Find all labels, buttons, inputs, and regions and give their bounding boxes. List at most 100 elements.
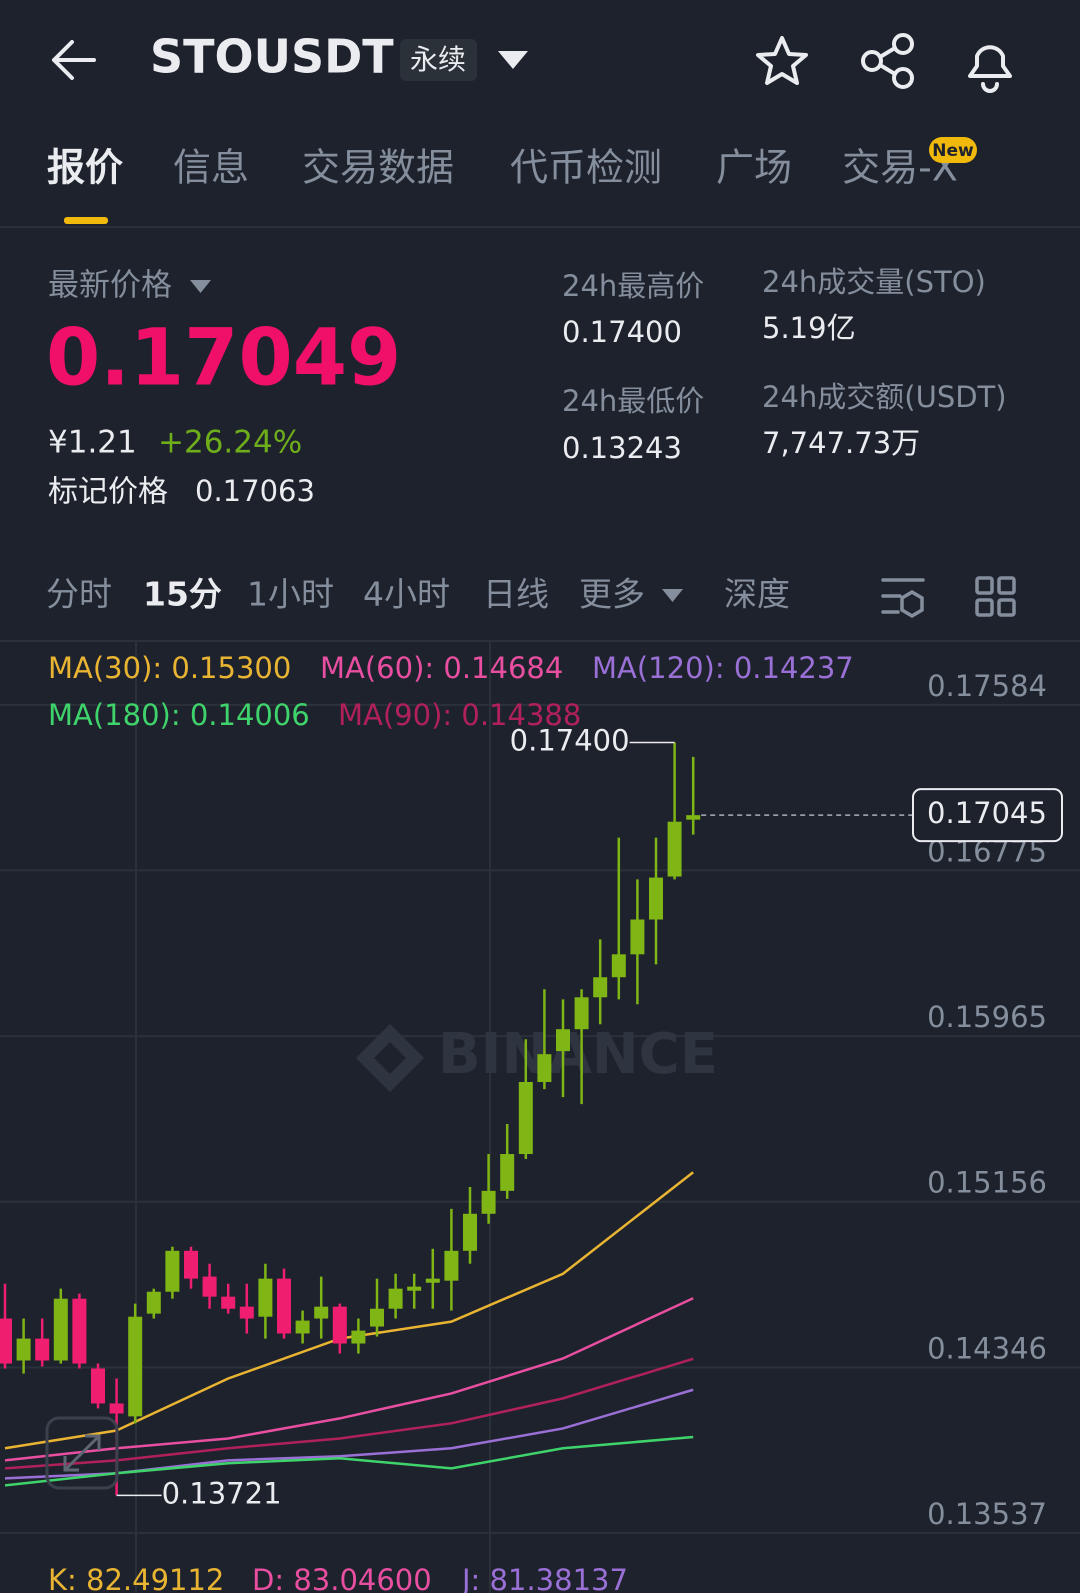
tab-indicator (64, 217, 108, 224)
watermark-text: BINANCE (438, 1022, 718, 1087)
y-tick-label: 0.15965 (927, 1000, 1047, 1034)
candle-body (165, 1250, 180, 1292)
candle-body (444, 1250, 459, 1281)
candle-body (463, 1213, 477, 1251)
y-tick-label: 0.13537 (927, 1497, 1047, 1531)
last-price: 0.17049 (46, 313, 401, 403)
kdj-value: D: 83.04600 (252, 1563, 432, 1593)
tab[interactable]: 代币检测 (510, 146, 662, 190)
candle-body (91, 1368, 105, 1404)
candle-body (72, 1298, 87, 1364)
back-button[interactable] (52, 40, 96, 80)
candle-body (332, 1306, 347, 1344)
legend-entry: MA(90): 0.14388 (338, 698, 581, 732)
candle-body (630, 919, 645, 955)
interval[interactable]: 更多 (579, 575, 645, 614)
candle-body (202, 1276, 217, 1297)
stat-label: 24h最高价 (562, 269, 704, 303)
interval[interactable]: 深度 (724, 575, 790, 614)
tab[interactable]: 交易数据 (302, 146, 454, 190)
interval[interactable]: 15分 (143, 575, 222, 614)
y-tick-label: 0.15156 (927, 1166, 1047, 1200)
candle-body (109, 1403, 124, 1414)
candle-body (425, 1278, 440, 1283)
candle-body (574, 997, 589, 1030)
candle-body (184, 1250, 198, 1279)
contract-badge: 永续 (410, 43, 466, 76)
interval[interactable]: 4小时 (363, 575, 450, 614)
price-change: +26.24% (158, 425, 302, 461)
tab[interactable]: 报价 (47, 146, 123, 190)
indicator-settings[interactable] (881, 578, 925, 619)
last-price-box (912, 788, 1063, 843)
candle-body (239, 1306, 254, 1319)
notification-button[interactable] (968, 45, 1012, 93)
interval[interactable]: 1小时 (247, 575, 334, 614)
kdj-value: K: 82.49112 (48, 1563, 224, 1593)
candle-body (53, 1298, 68, 1361)
favorite-button[interactable] (756, 36, 808, 85)
candle-body (146, 1291, 161, 1314)
symbol-dropdown[interactable] (498, 51, 528, 69)
symbol: STOUSDT (150, 30, 394, 84)
mark-price-label: 标记价格 (48, 475, 168, 510)
kdj-value: J: 81.38137 (460, 1563, 628, 1593)
y-tick-label: 0.17584 (927, 669, 1047, 703)
candle-body (258, 1278, 273, 1317)
more-dropdown[interactable] (662, 589, 683, 602)
new-badge: New (932, 141, 974, 161)
price-dropdown[interactable] (190, 280, 211, 293)
candle-body (407, 1286, 422, 1291)
watermark: BINANCE (356, 1022, 718, 1092)
legend-entry: MA(60): 0.14684 (320, 651, 563, 685)
candle-body (686, 815, 701, 820)
expand-button[interactable] (45, 1416, 119, 1490)
candle-body (537, 1054, 552, 1082)
last-price-tag: 0.17045 (927, 796, 1047, 830)
grid (0, 641, 1080, 1593)
min-label: 0.13721 (162, 1476, 282, 1510)
new-badge-bg (929, 137, 977, 163)
candle-body (500, 1154, 515, 1191)
stat-value: 5.19亿 (762, 311, 856, 345)
tab[interactable]: 信息 (173, 146, 249, 190)
stat-value: 0.13243 (562, 431, 682, 465)
candle-body (611, 954, 626, 978)
candle-body (0, 1318, 12, 1364)
candle-body (35, 1338, 50, 1361)
tab[interactable]: 广场 (716, 146, 792, 190)
price-label[interactable]: 最新价格 (48, 268, 172, 304)
candle-body (295, 1320, 310, 1334)
stat-label: 24h成交额(USDT) (762, 380, 1007, 414)
candle-body (128, 1316, 143, 1417)
candle-body (593, 977, 608, 998)
stat-label: 24h成交量(STO) (762, 265, 986, 299)
mark-price: 0.17063 (195, 474, 315, 508)
layout-toggle[interactable] (975, 576, 1016, 617)
interval[interactable]: 分时 (46, 575, 112, 614)
candle-body (351, 1330, 366, 1344)
candle-body (314, 1306, 329, 1319)
legend-entry: MA(120): 0.14237 (592, 651, 854, 685)
candle-body (16, 1338, 31, 1361)
max-label: 0.17400 (510, 724, 630, 758)
share-button[interactable] (861, 33, 914, 89)
candle-body (481, 1190, 496, 1214)
cny-price: ¥1.21 (48, 425, 137, 461)
interval[interactable]: 日线 (483, 575, 549, 614)
candle-body (518, 1081, 533, 1155)
badge-bg (400, 39, 477, 81)
candle-body (556, 1029, 570, 1052)
stat-label: 24h最低价 (562, 384, 704, 418)
y-tick-label: 0.14346 (927, 1331, 1047, 1365)
plot: 0.17400 0.13721 (0, 724, 913, 1510)
candle-body (649, 877, 663, 920)
candle-body (388, 1288, 403, 1309)
candle-body (221, 1296, 236, 1309)
legend-entry: MA(180): 0.14006 (48, 698, 310, 732)
candle-body (277, 1278, 291, 1334)
legend-entry: MA(30): 0.15300 (48, 651, 291, 685)
stat-value: 0.17400 (562, 315, 682, 349)
